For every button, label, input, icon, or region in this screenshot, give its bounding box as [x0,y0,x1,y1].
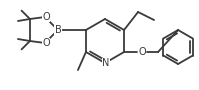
Text: N: N [102,58,110,68]
Text: O: O [42,38,50,48]
Text: O: O [138,47,146,57]
Text: O: O [42,12,50,22]
Text: B: B [55,25,61,35]
